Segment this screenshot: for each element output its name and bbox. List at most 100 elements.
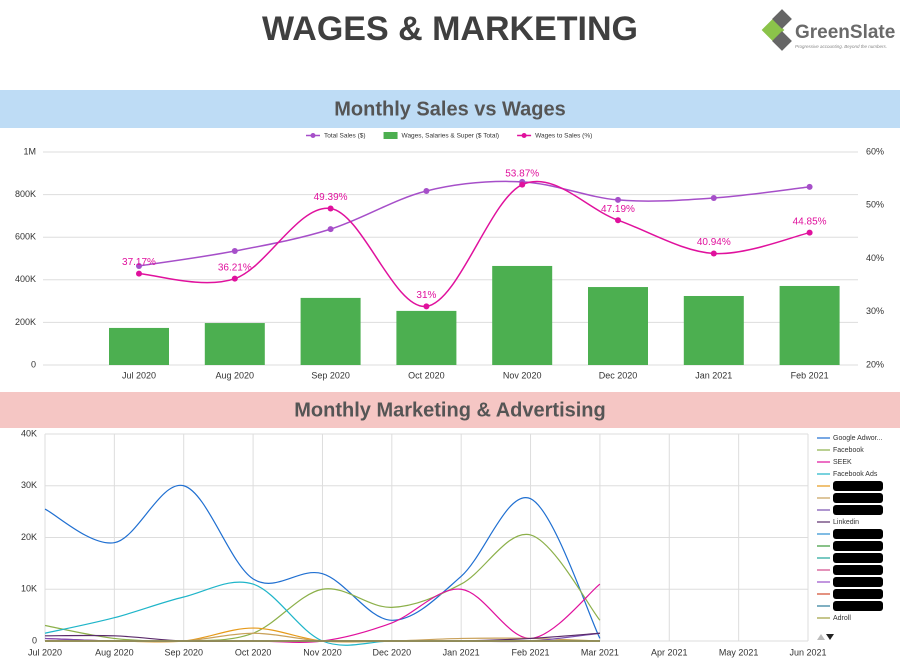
series-line: [44, 485, 601, 639]
section-banner: [0, 392, 900, 428]
data-label: 53.87%: [505, 168, 539, 179]
y-tick-label: 0: [32, 635, 37, 645]
legend-page-up[interactable]: [817, 634, 825, 640]
y-tick-label: 30K: [21, 480, 37, 490]
point: [710, 195, 717, 202]
y-tick-label: 10K: [21, 584, 37, 594]
x-tick-label: Feb 2021: [512, 647, 550, 657]
legend-label: Facebook Ads: [833, 471, 878, 478]
x-tick-label: Sep 2020: [311, 370, 350, 380]
data-label: 36.21%: [218, 262, 252, 273]
bar: [492, 265, 553, 365]
legend-redacted: [833, 565, 883, 575]
x-tick-label: Sep 2020: [164, 647, 203, 657]
section-title: Monthly Marketing & Advertising: [294, 399, 606, 421]
logo-text: GreenSlate: [795, 22, 895, 43]
legend-label: Facebook: [833, 447, 864, 454]
x-tick-label: Jan 2021: [443, 647, 480, 657]
point: [136, 262, 142, 269]
y-tick-label: 0: [31, 359, 36, 369]
series-line: [138, 180, 810, 267]
data-label: 44.85%: [793, 216, 827, 227]
point: [615, 196, 621, 203]
point: [806, 229, 813, 236]
y-tick-label: 800K: [15, 189, 36, 199]
point: [615, 217, 621, 224]
legend-redacted: [833, 553, 883, 563]
x-tick-label: Apr 2021: [651, 647, 688, 657]
point: [327, 226, 334, 233]
legend-label: SEEK: [833, 459, 852, 466]
x-tick-label: Nov 2020: [503, 370, 542, 380]
legend-redacted: [833, 577, 883, 587]
section-title: Monthly Sales vs Wages: [334, 98, 566, 120]
legend-label: Wages to Sales (%): [535, 133, 592, 140]
y2-tick-label: 60%: [866, 146, 884, 156]
y2-tick-label: 20%: [866, 359, 884, 369]
bar: [683, 295, 744, 365]
x-tick-label: Oct 2020: [408, 370, 445, 380]
x-tick-label: Oct 2020: [235, 647, 272, 657]
point: [136, 270, 142, 277]
legend-redacted: [833, 481, 883, 491]
legend-label: Adroll: [833, 615, 851, 622]
legend-swatch: [310, 133, 316, 138]
legend-redacted: [833, 601, 883, 611]
legend-redacted: [833, 589, 883, 599]
y-tick-label: 20K: [21, 532, 37, 542]
legend-label: Linkedin: [833, 519, 859, 526]
y2-tick-label: 30%: [866, 306, 884, 316]
data-label: 47.19%: [601, 204, 635, 215]
point: [423, 187, 430, 194]
legend-redacted: [833, 505, 883, 515]
legend-label: Total Sales ($): [324, 133, 366, 140]
x-tick-label: Jul 2020: [28, 647, 62, 657]
legend-swatch: [383, 132, 398, 139]
point: [327, 205, 334, 212]
point: [231, 275, 238, 282]
data-label: 31%: [416, 290, 436, 301]
bar: [204, 323, 265, 365]
x-tick-label: Aug 2020: [95, 647, 134, 657]
legend-redacted: [833, 529, 883, 539]
y-tick-label: 600K: [15, 232, 36, 242]
x-tick-label: Dec 2020: [373, 647, 412, 657]
x-tick-label: Nov 2020: [303, 647, 342, 657]
y2-tick-label: 40%: [866, 253, 884, 263]
section-banner: [0, 90, 900, 128]
x-tick-label: Dec 2020: [599, 370, 638, 380]
bar: [779, 285, 840, 365]
x-tick-label: Jan 2021: [695, 370, 732, 380]
y-tick-label: 1M: [23, 146, 36, 156]
bar: [588, 287, 648, 365]
y2-tick-label: 50%: [866, 200, 884, 210]
y-tick-label: 40K: [21, 428, 37, 438]
legend-redacted: [833, 541, 883, 551]
bar: [109, 327, 169, 365]
legend-swatch: [521, 133, 527, 138]
page-title: WAGES & MARKETING: [262, 10, 638, 48]
legend-label: Wages, Salaries & Super ($ Total): [402, 133, 500, 140]
x-tick-label: Jul 2020: [122, 370, 156, 380]
legend-label: Google Adwor...: [833, 435, 882, 442]
bar: [396, 310, 457, 365]
y-tick-label: 400K: [15, 274, 36, 284]
bar: [300, 297, 361, 365]
point: [231, 248, 238, 255]
y-tick-label: 200K: [15, 317, 36, 327]
x-tick-label: May 2021: [719, 647, 759, 657]
point: [423, 303, 430, 310]
point: [806, 183, 813, 190]
logo-tagline: Progressive accounting. Beyond the numbe…: [795, 44, 887, 49]
point: [710, 250, 717, 257]
point: [519, 181, 526, 188]
x-tick-label: Mar 2021: [581, 647, 619, 657]
x-tick-label: Feb 2021: [791, 370, 829, 380]
x-tick-label: Aug 2020: [216, 370, 255, 380]
legend-page-down[interactable]: [826, 634, 834, 640]
data-label: 49.39%: [314, 192, 348, 203]
data-label: 37.17%: [122, 257, 156, 268]
series-line: [138, 180, 810, 308]
x-tick-label: Jun 2021: [789, 647, 826, 657]
